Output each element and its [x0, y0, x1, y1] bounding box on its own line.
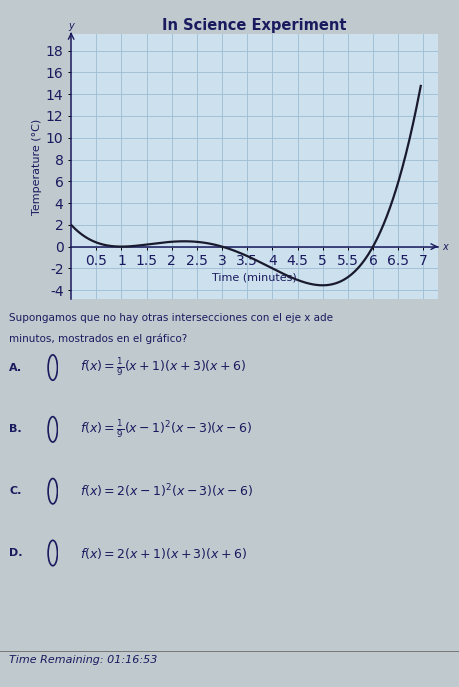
- Text: A.: A.: [9, 363, 22, 372]
- Text: $f(x) = \frac{1}{9}(x-1)^2(x-3)(x-6)$: $f(x) = \frac{1}{9}(x-1)^2(x-3)(x-6)$: [80, 418, 252, 440]
- Text: C.: C.: [9, 486, 22, 496]
- Text: x: x: [442, 242, 448, 251]
- Text: $f(x) = 2(x+1)(x+3)(x+6)$: $f(x) = 2(x+1)(x+3)(x+6)$: [80, 545, 247, 561]
- Text: D.: D.: [9, 548, 22, 558]
- Text: B.: B.: [9, 425, 22, 434]
- Title: In Science Experiment: In Science Experiment: [162, 18, 347, 33]
- Text: $f(x) = 2(x-1)^2(x-3)(x-6)$: $f(x) = 2(x-1)^2(x-3)(x-6)$: [80, 482, 253, 500]
- Y-axis label: Temperature (°C): Temperature (°C): [32, 118, 42, 215]
- Text: minutos, mostrados en el gráfico?: minutos, mostrados en el gráfico?: [9, 333, 187, 344]
- X-axis label: Time (minutes): Time (minutes): [213, 273, 297, 282]
- Text: Time Remaining: 01:16:53: Time Remaining: 01:16:53: [9, 655, 157, 664]
- Text: y: y: [68, 21, 74, 31]
- Text: Supongamos que no hay otras intersecciones con el eje x ade: Supongamos que no hay otras interseccion…: [9, 313, 333, 323]
- Text: $f(x) = \frac{1}{9}(x+1)(x+3)(x+6)$: $f(x) = \frac{1}{9}(x+1)(x+3)(x+6)$: [80, 357, 246, 379]
